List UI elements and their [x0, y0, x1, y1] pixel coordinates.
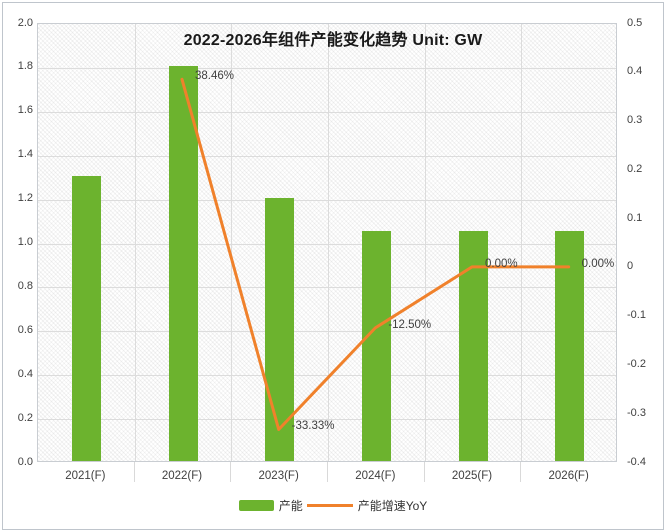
vertical-gridline [328, 24, 329, 461]
left-axis-tick: 2.0 [17, 16, 33, 29]
x-axis-separator [423, 462, 425, 482]
horizontal-gridline [38, 331, 616, 333]
capacity-bar-2022(F) [168, 65, 198, 461]
legend-item-capacity[interactable]: 产能 [238, 497, 303, 514]
left-axis-tick: 0.6 [17, 323, 33, 336]
yoy-data-label: 38.46% [195, 70, 235, 83]
horizontal-gridline [38, 111, 616, 113]
vertical-gridline [521, 24, 523, 461]
x-axis-label-2026(F): 2026(F) [548, 470, 589, 482]
yoy-data-label: 0.00% [485, 257, 518, 270]
x-axis-separator [520, 462, 522, 482]
left-axis-tick: 1.8 [17, 60, 33, 73]
yoy-data-label: -33.33% [291, 420, 335, 433]
x-axis-label-2022(F): 2022(F) [161, 470, 203, 482]
right-axis-tick: 0 [627, 260, 634, 273]
x-axis-label-2023(F): 2023(F) [258, 470, 299, 482]
legend-label: 产能增速YoY [357, 499, 428, 513]
yoy-data-label: 0.00% [581, 257, 615, 270]
capacity-bar-2025(F) [458, 230, 488, 461]
right-axis-tick: 0.3 [627, 114, 643, 127]
horizontal-gridline [38, 67, 616, 69]
horizontal-gridline [38, 199, 616, 201]
right-axis-tick: 0.4 [627, 65, 643, 78]
plot-area [37, 23, 617, 462]
horizontal-gridline [38, 243, 616, 245]
x-axis-separator [133, 462, 135, 482]
chart-legend: 产能 产能增速YoY [0, 497, 666, 514]
x-axis-label-2025(F): 2025(F) [451, 470, 493, 482]
right-axis-tick: -0.4 [627, 455, 646, 468]
left-axis-tick: 1.0 [17, 236, 33, 248]
left-axis-tick: 1.4 [17, 148, 33, 161]
chart-title: 2022-2026年组件产能变化趋势 Unit: GW [183, 32, 483, 49]
left-axis-tick: 0.8 [17, 279, 33, 292]
left-axis-tick: 1.6 [17, 104, 33, 117]
vertical-gridline [424, 24, 426, 461]
yoy-data-label: -12.50% [388, 318, 432, 331]
horizontal-gridline [38, 155, 616, 157]
right-axis-tick: 0.2 [627, 162, 643, 175]
legend-item-yoy[interactable]: 产能增速YoY [306, 497, 428, 514]
right-axis-tick: -0.2 [627, 357, 646, 370]
right-axis-tick: -0.1 [627, 309, 646, 322]
capacity-bar-2026(F) [555, 230, 585, 461]
horizontal-gridline [38, 419, 616, 421]
horizontal-gridline [38, 375, 616, 377]
bar-swatch-icon [238, 500, 274, 511]
x-axis-separator [327, 462, 328, 482]
horizontal-gridline [38, 287, 616, 289]
capacity-bar-2024(F) [361, 230, 391, 461]
yoy-line-layer [180, 77, 571, 431]
left-axis-tick: 0.2 [17, 411, 33, 424]
x-axis-label-2024(F): 2024(F) [355, 470, 396, 482]
yoy-line [180, 77, 571, 431]
line-swatch-icon [306, 504, 353, 507]
x-axis-separator [230, 462, 232, 482]
capacity-bar-2021(F) [71, 175, 101, 461]
x-axis-label-2021(F): 2021(F) [65, 470, 106, 482]
left-axis-tick: 0.4 [17, 367, 33, 380]
right-axis-tick: 0.1 [627, 211, 643, 224]
left-axis-tick: 0.0 [17, 455, 33, 468]
vertical-gridline [231, 24, 233, 461]
right-axis-tick: -0.3 [627, 406, 646, 419]
left-axis-tick: 1.2 [17, 192, 33, 205]
legend-label: 产能 [278, 499, 303, 513]
right-axis-tick: 0.5 [627, 16, 643, 29]
vertical-gridline [134, 24, 136, 461]
